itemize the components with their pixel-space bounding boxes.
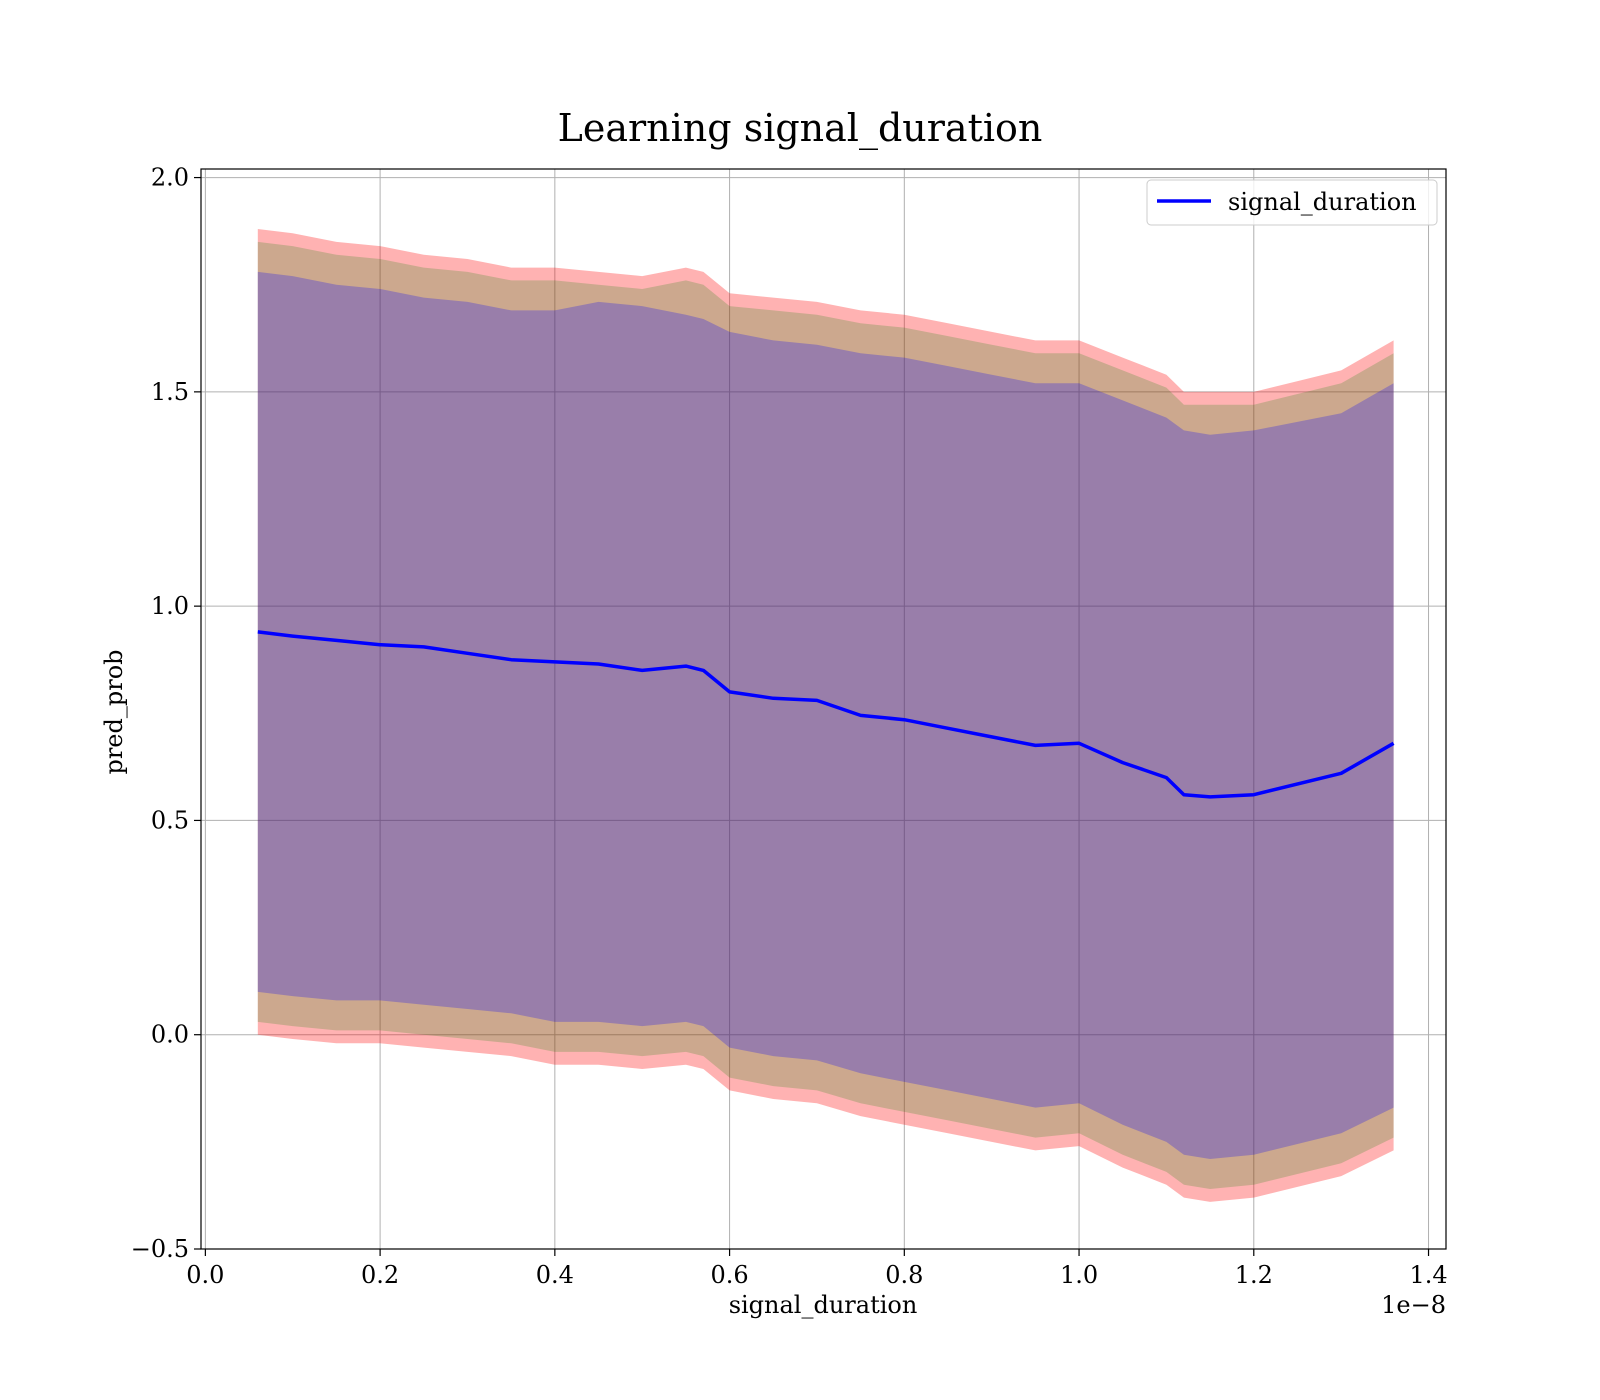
band-area	[257, 229, 1394, 1202]
x-offset-label: 1e−8	[1381, 1291, 1446, 1319]
x-tick-label: 0.2	[361, 1261, 399, 1289]
grid-lines	[201, 169, 1446, 1250]
x-ticks: 0.0 0.2 0.4 0.6 0.8 1.0 1.2 1.4	[186, 1249, 1448, 1289]
x-tick-label: 0.6	[710, 1261, 748, 1289]
series-lines	[257, 630, 1395, 799]
y-tick-label: 1.5	[151, 378, 189, 406]
x-tick-label: 0.0	[186, 1261, 224, 1289]
legend-box	[1146, 179, 1438, 226]
x-tick-label: 1.4	[1409, 1261, 1447, 1289]
x-tick-label: 1.2	[1235, 1261, 1273, 1289]
plot-frame	[200, 168, 1447, 1250]
series-line	[257, 630, 1395, 799]
y-tick-label: −0.5	[131, 1235, 189, 1263]
legend: signal_duration	[1146, 179, 1438, 226]
x-axis-label: signal_duration	[729, 1291, 918, 1319]
legend-label: signal_duration	[1228, 188, 1417, 216]
x-tick-label: 0.8	[885, 1261, 923, 1289]
y-tick-label: 0.0	[151, 1021, 189, 1049]
chart-title: Learning signal_duration	[558, 106, 1043, 151]
y-tick-label: 2.0	[151, 164, 189, 192]
y-tick-label: 0.5	[151, 806, 189, 834]
y-tick-label: 1.0	[151, 592, 189, 620]
confidence-bands	[257, 229, 1394, 1202]
band-area	[257, 241, 1394, 1189]
y-axis-label: pred_prob	[100, 649, 128, 774]
band-area	[257, 271, 1394, 1159]
y-ticks: −0.5 0.0 0.5 1.0 1.5 2.0	[131, 164, 201, 1263]
x-tick-label: 0.4	[536, 1261, 574, 1289]
x-tick-label: 1.0	[1060, 1261, 1098, 1289]
